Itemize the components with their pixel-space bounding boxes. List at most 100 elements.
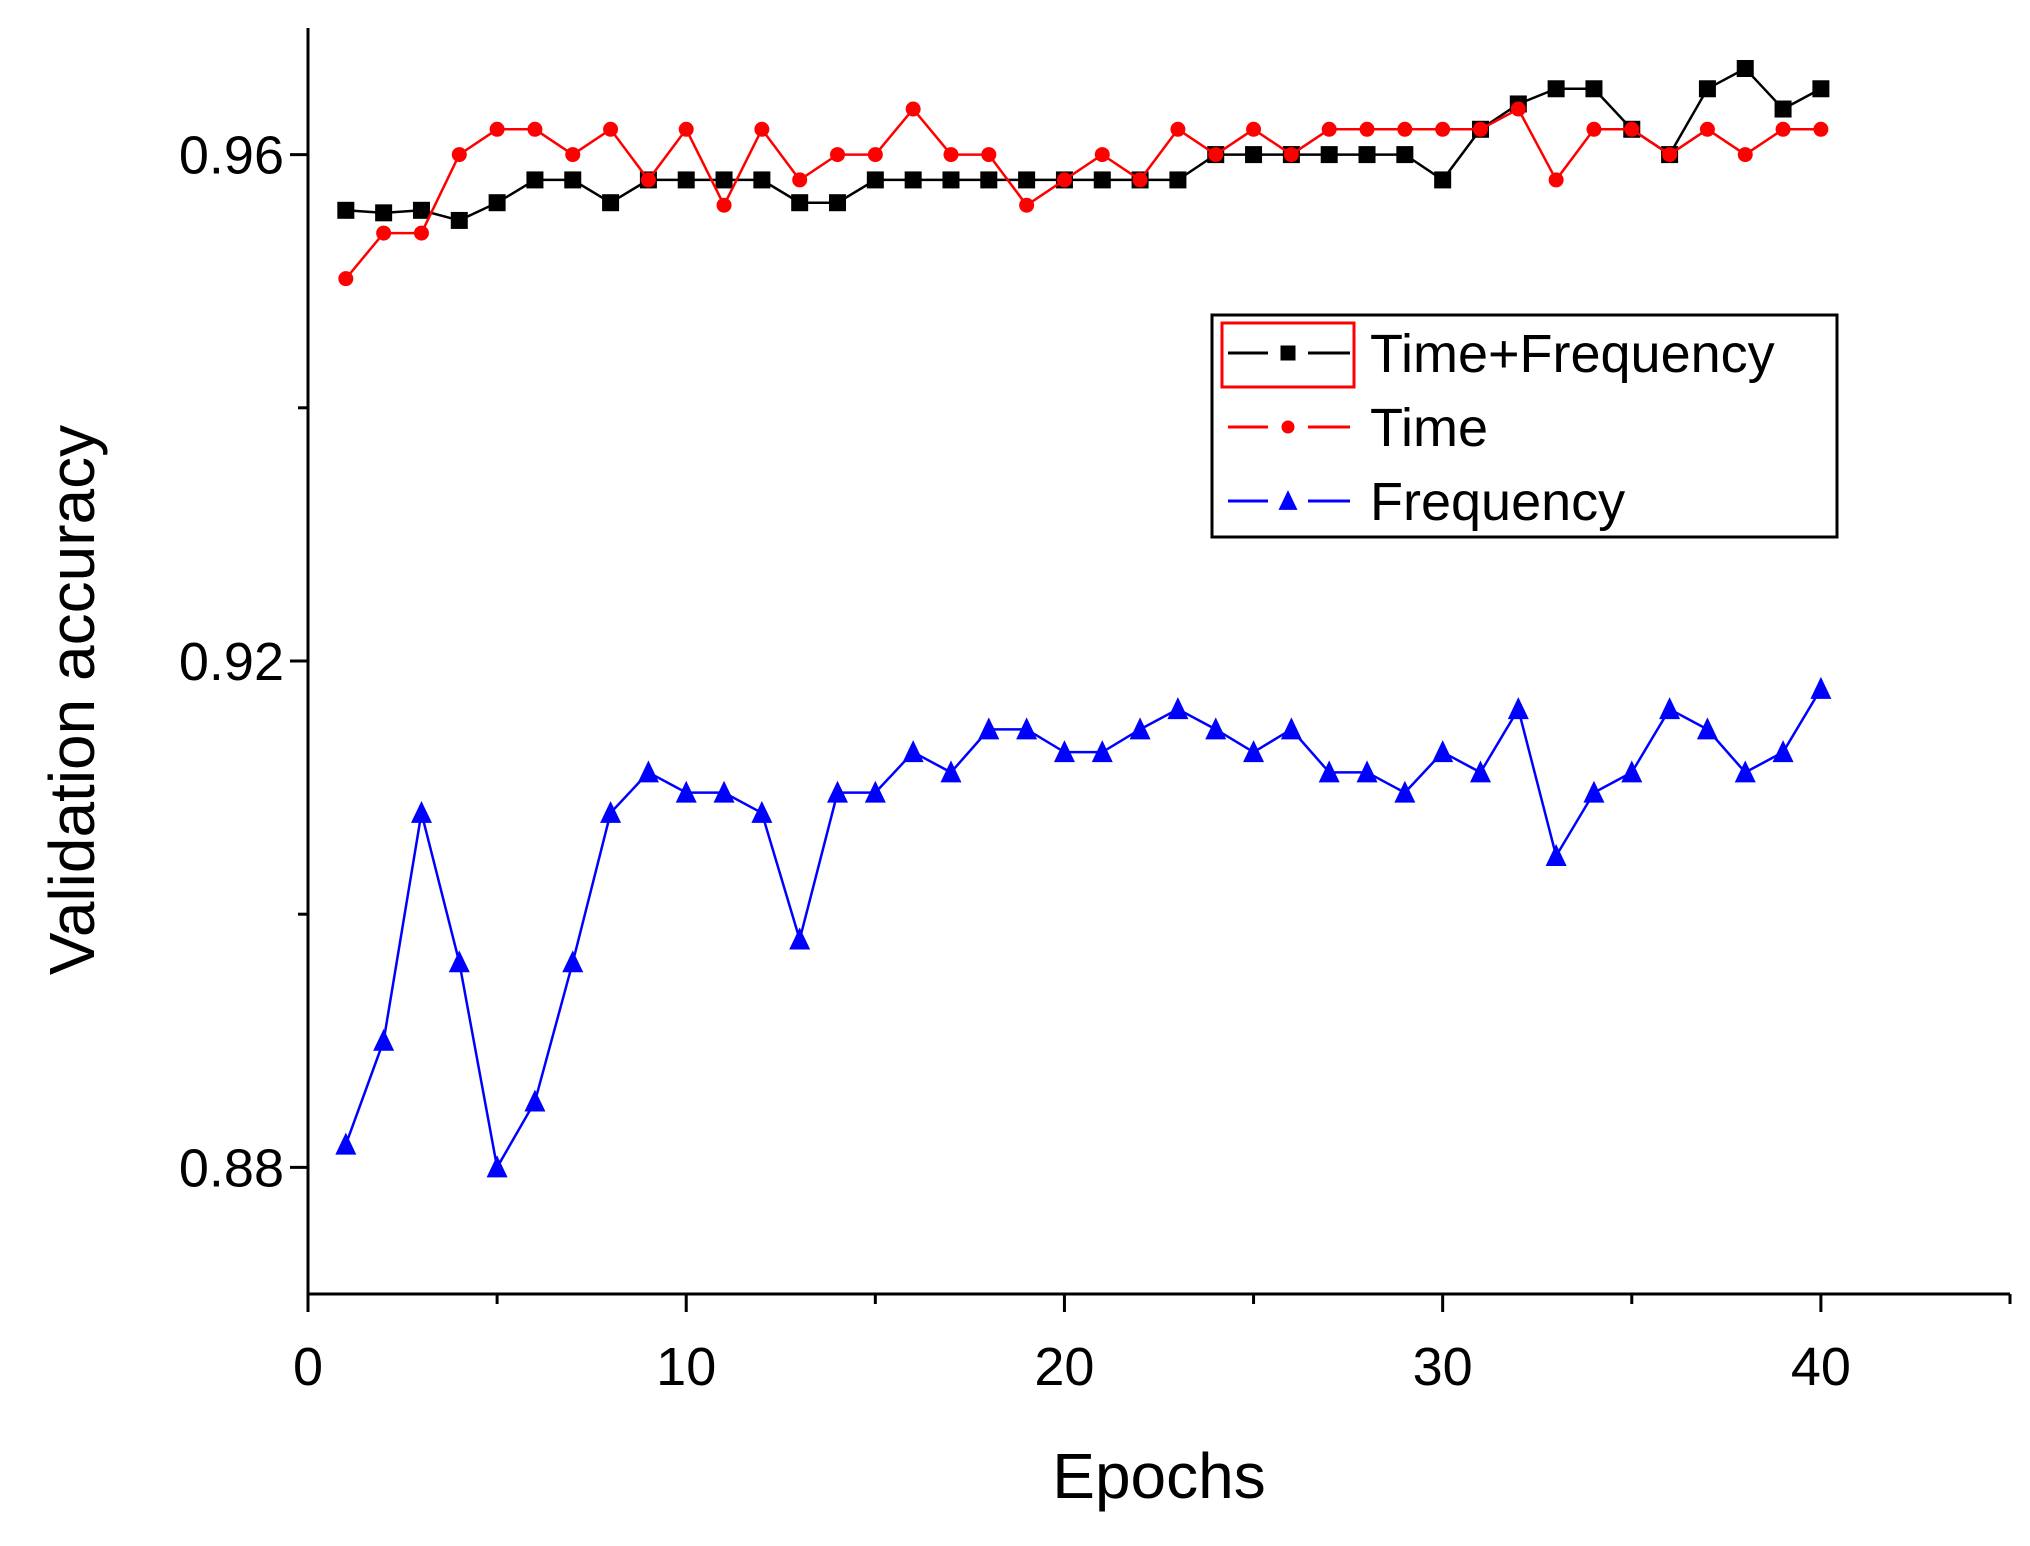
data-point-time-frequency <box>1698 80 1716 98</box>
legend-marker-frequency <box>1278 490 1298 510</box>
data-point-time-frequency <box>1812 80 1830 98</box>
data-point-time <box>1283 147 1299 163</box>
data-point-time <box>527 121 543 137</box>
data-point-time-frequency <box>1093 171 1111 189</box>
legend-marker-time <box>1281 420 1295 434</box>
data-point-frequency <box>1583 780 1605 803</box>
series-line-time-frequency <box>345 66 1822 222</box>
data-point-time <box>338 271 354 287</box>
data-point-frequency <box>1659 697 1681 720</box>
data-point-frequency <box>940 760 962 783</box>
data-point-time-frequency <box>526 171 544 189</box>
data-point-frequency <box>675 780 697 803</box>
data-point-frequency <box>1205 717 1227 740</box>
data-point-time <box>830 147 846 163</box>
data-point-frequency <box>978 717 1000 740</box>
data-point-frequency <box>1356 760 1378 783</box>
data-point-time-frequency <box>1547 80 1565 98</box>
data-point-frequency <box>448 950 470 973</box>
x-axis-title: Epochs <box>1052 1440 1265 1512</box>
data-point-frequency <box>827 780 849 803</box>
x-tick-label: 0 <box>293 1337 323 1397</box>
data-point-time <box>1775 121 1791 137</box>
data-point-time <box>1472 121 1488 137</box>
data-point-time <box>981 147 997 163</box>
series-time <box>338 101 1829 287</box>
series-frequency <box>335 676 1832 1178</box>
data-point-time-frequency <box>488 194 506 212</box>
data-point-time <box>1170 121 1186 137</box>
data-point-time-frequency <box>564 171 582 189</box>
data-point-frequency <box>1432 740 1454 763</box>
data-point-frequency <box>1810 676 1832 699</box>
data-point-frequency <box>902 740 924 763</box>
data-point-time-frequency <box>602 194 620 212</box>
data-point-frequency <box>713 780 735 803</box>
data-point-frequency <box>1394 780 1416 803</box>
legend-label-time: Time <box>1370 398 1488 458</box>
data-point-frequency <box>1016 717 1038 740</box>
data-point-time <box>1208 147 1224 163</box>
data-point-time <box>1132 172 1148 188</box>
x-tick-label: 20 <box>1034 1337 1094 1397</box>
data-point-time <box>489 121 505 137</box>
data-point-time-frequency <box>677 171 695 189</box>
data-point-time <box>1548 172 1564 188</box>
series-line-time <box>344 107 1821 280</box>
data-point-time <box>867 147 883 163</box>
data-point-time-frequency <box>1434 171 1452 189</box>
x-tick-label: 30 <box>1413 1337 1473 1397</box>
data-point-time <box>1662 147 1678 163</box>
legend-label-time-frequency: Time+Frequency <box>1370 324 1775 384</box>
data-point-time <box>1397 121 1413 137</box>
data-point-time <box>1246 121 1262 137</box>
data-point-time <box>1094 147 1110 163</box>
data-point-frequency <box>1772 740 1794 763</box>
data-point-time <box>1321 121 1337 137</box>
data-point-frequency <box>751 800 773 823</box>
series-line-frequency <box>344 688 1822 1171</box>
data-point-frequency <box>1734 760 1756 783</box>
data-point-time <box>1737 147 1753 163</box>
data-point-frequency <box>1280 717 1302 740</box>
data-point-frequency <box>562 950 584 973</box>
x-ticks: 0 10 20 30 40 <box>293 1294 2012 1397</box>
data-point-time-frequency <box>753 171 771 189</box>
data-point-time-frequency <box>1396 146 1414 164</box>
legend-highlight-box <box>1220 321 1356 389</box>
data-point-time-frequency <box>375 204 393 222</box>
data-point-frequency <box>600 800 622 823</box>
legend-label-frequency: Frequency <box>1370 472 1625 532</box>
data-point-time-frequency <box>1585 80 1603 98</box>
data-point-time <box>1586 121 1602 137</box>
data-point-time <box>1813 121 1829 137</box>
data-point-time-frequency <box>1358 146 1376 164</box>
data-point-frequency <box>637 760 659 783</box>
data-point-frequency <box>410 800 432 823</box>
data-point-time <box>640 172 656 188</box>
data-point-time-frequency <box>337 201 355 219</box>
data-point-frequency <box>373 1028 395 1051</box>
data-point-frequency <box>1545 843 1567 866</box>
data-point-frequency <box>1621 760 1643 783</box>
data-point-time <box>1359 121 1375 137</box>
data-point-time <box>1056 172 1072 188</box>
data-point-frequency <box>1091 740 1113 763</box>
data-point-time <box>678 121 694 137</box>
data-point-frequency <box>1129 717 1151 740</box>
data-point-time-frequency <box>980 171 998 189</box>
data-point-time <box>1510 101 1526 117</box>
data-point-time-frequency <box>1169 171 1187 189</box>
legend-marker-time-frequency <box>1280 345 1296 361</box>
data-point-frequency <box>1318 760 1340 783</box>
data-point-frequency <box>1507 697 1529 720</box>
data-point-time-frequency <box>904 171 922 189</box>
data-point-time <box>943 147 959 163</box>
data-point-time <box>1699 121 1715 137</box>
legend: Time+Frequency Time Frequency <box>1210 313 1839 539</box>
y-tick-label: 0.88 <box>179 1138 284 1198</box>
data-point-time-frequency <box>1018 171 1036 189</box>
data-point-frequency <box>1696 717 1718 740</box>
data-point-time <box>603 121 619 137</box>
